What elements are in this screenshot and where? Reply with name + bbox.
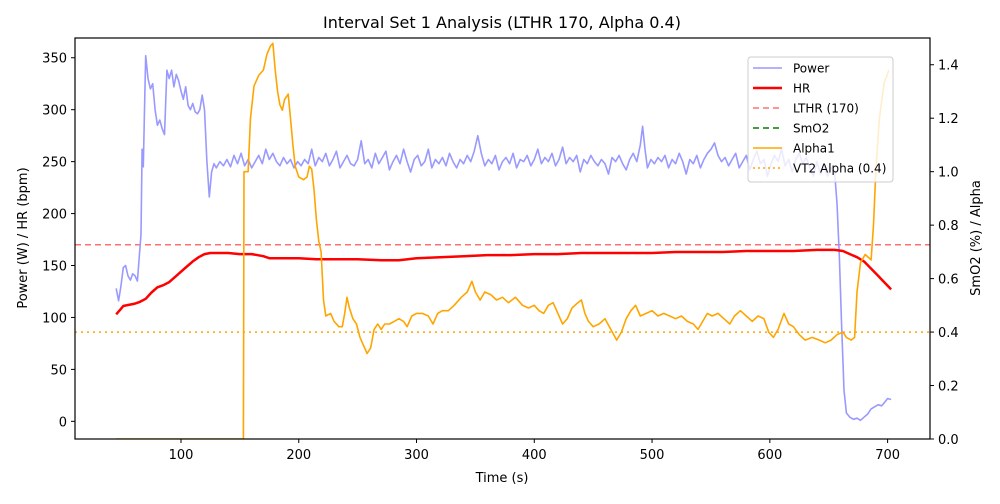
legend: Power HR LTHR (170) SmO2 Alpha1 VT2 Alpha (0.… bbox=[747, 56, 894, 183]
legend-label: SmO2 bbox=[793, 122, 829, 136]
right-y-tick-label: 0.4 bbox=[938, 326, 959, 341]
left-y-axis-label: Power (W) / HR (bpm) bbox=[16, 167, 31, 308]
left-y-axis-ticks: 0 50 100 150 200 250 300 350 bbox=[42, 52, 75, 430]
x-tick-label: 700 bbox=[875, 448, 900, 463]
x-tick-label: 100 bbox=[169, 448, 194, 463]
right-y-tick-label: 1.4 bbox=[938, 59, 959, 74]
legend-label: HR bbox=[793, 82, 810, 96]
right-y-tick-label: 0.6 bbox=[938, 273, 959, 288]
left-y-tick-label: 150 bbox=[42, 260, 67, 275]
x-tick-label: 600 bbox=[757, 448, 782, 463]
series-alpha1-line bbox=[116, 42, 890, 439]
right-y-tick-label: 1.2 bbox=[938, 112, 959, 127]
plot-frame bbox=[74, 37, 931, 440]
left-y-tick-label: 50 bbox=[50, 363, 67, 378]
chart-title: Interval Set 1 Analysis (LTHR 170, Alpha… bbox=[323, 13, 681, 32]
x-axis-label: Time (s) bbox=[475, 471, 529, 486]
series-hr-line bbox=[115, 248, 893, 316]
legend-label: VT2 Alpha (0.4) bbox=[793, 162, 886, 176]
left-y-tick-label: 300 bbox=[42, 104, 67, 119]
x-tick-label: 400 bbox=[522, 448, 547, 463]
left-y-tick-label: 100 bbox=[42, 311, 67, 326]
legend-label: Power bbox=[793, 62, 829, 76]
x-tick-label: 300 bbox=[404, 448, 429, 463]
legend-label: LTHR (170) bbox=[793, 102, 859, 116]
legend-label: Alpha1 bbox=[793, 142, 835, 156]
left-y-tick-label: 200 bbox=[42, 208, 67, 223]
right-y-axis-label: SmO2 (%) / Alpha bbox=[969, 180, 984, 296]
left-y-tick-label: 250 bbox=[42, 156, 67, 171]
x-axis-ticks: 100 200 300 400 500 600 700 bbox=[169, 439, 900, 463]
left-y-tick-label: 0 bbox=[59, 415, 67, 430]
left-y-tick-label: 350 bbox=[42, 52, 67, 67]
x-tick-label: 500 bbox=[640, 448, 665, 463]
right-y-tick-label: 0.0 bbox=[938, 433, 959, 448]
right-y-tick-label: 0.2 bbox=[938, 380, 959, 395]
right-y-tick-label: 0.8 bbox=[938, 219, 959, 234]
right-y-tick-label: 1.0 bbox=[938, 166, 959, 181]
legend-box bbox=[747, 56, 894, 183]
right-y-axis-ticks: 0.0 0.2 0.4 0.6 0.8 1.0 1.2 1.4 bbox=[930, 59, 959, 448]
x-tick-label: 200 bbox=[286, 448, 311, 463]
